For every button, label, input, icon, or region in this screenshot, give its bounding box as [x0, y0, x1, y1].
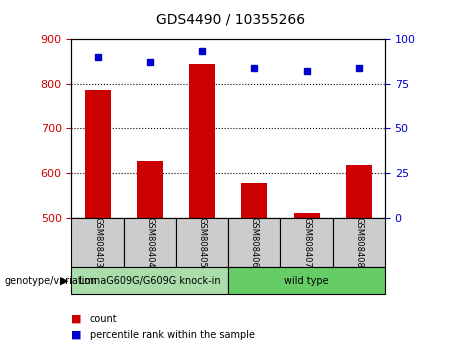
Text: ■: ■	[71, 330, 82, 339]
Text: LmnaG609G/G609G knock-in: LmnaG609G/G609G knock-in	[79, 275, 221, 286]
Bar	[71, 218, 124, 267]
Text: GSM808404: GSM808404	[145, 217, 154, 268]
Text: GSM808408: GSM808408	[355, 217, 363, 268]
Text: GSM808406: GSM808406	[250, 217, 259, 268]
Bar	[346, 165, 372, 218]
Text: genotype/variation: genotype/variation	[5, 276, 97, 286]
Bar	[176, 218, 228, 267]
Bar	[294, 213, 319, 218]
Bar	[228, 267, 385, 294]
Text: wild type: wild type	[284, 275, 329, 286]
Text: ▶: ▶	[60, 276, 68, 286]
Text: percentile rank within the sample: percentile rank within the sample	[90, 330, 255, 339]
Text: ■: ■	[71, 314, 82, 324]
Bar	[241, 183, 267, 218]
Bar	[137, 161, 163, 218]
Bar	[280, 218, 333, 267]
Bar	[189, 63, 215, 218]
Bar	[228, 218, 280, 267]
Bar	[124, 218, 176, 267]
Text: GSM808407: GSM808407	[302, 217, 311, 268]
Text: GSM808405: GSM808405	[198, 217, 207, 268]
Text: GSM808403: GSM808403	[93, 217, 102, 268]
Bar	[333, 218, 385, 267]
Text: count: count	[90, 314, 118, 324]
Bar	[84, 90, 111, 218]
Bar	[71, 267, 228, 294]
Text: GDS4490 / 10355266: GDS4490 / 10355266	[156, 12, 305, 27]
